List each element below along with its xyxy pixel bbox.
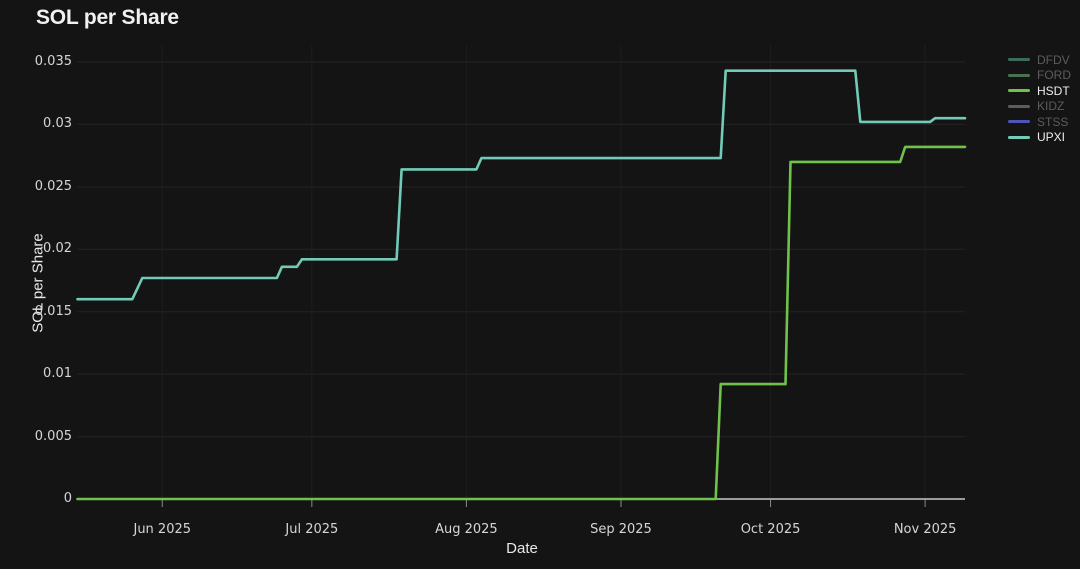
legend-swatch-icon <box>1008 104 1030 108</box>
legend-item-ford[interactable]: FORD <box>1008 68 1071 84</box>
legend-swatch-icon <box>1008 120 1030 124</box>
legend-swatch-icon <box>1008 89 1030 93</box>
legend-label: STSS <box>1037 114 1069 129</box>
chart-title: SOL per Share <box>36 6 179 29</box>
legend-label: KIDZ <box>1037 99 1065 114</box>
y-tick-label: 0.005 <box>34 428 72 444</box>
x-tick-label: Aug 2025 <box>435 522 498 537</box>
legend-label: UPXI <box>1037 130 1066 145</box>
legend-item-dfdv[interactable]: DFDV <box>1008 52 1071 68</box>
x-tick-label: Sep 2025 <box>590 522 652 537</box>
legend-swatch-icon <box>1008 58 1030 62</box>
legend-label: HSDT <box>1037 83 1070 98</box>
y-tick-label: 0.025 <box>34 178 72 194</box>
y-tick-label: 0.01 <box>43 366 72 382</box>
x-tick-label: Jul 2025 <box>285 522 339 537</box>
legend-swatch-icon <box>1008 135 1030 139</box>
x-tick-label: Nov 2025 <box>893 522 957 537</box>
legend-item-kidz[interactable]: KIDZ <box>1008 99 1071 115</box>
series-line-hsdt <box>76 145 967 501</box>
legend: DFDV FORD HSDT KIDZ STSS UPXI <box>1008 52 1071 145</box>
y-tick-label: 0.02 <box>43 241 72 257</box>
x-axis-title: Date <box>506 540 538 557</box>
legend-label: DFDV <box>1037 52 1070 67</box>
x-tick-label: Jun 2025 <box>133 522 192 537</box>
y-tick-label: 0 <box>63 491 72 506</box>
x-tick-label: Oct 2025 <box>740 522 801 537</box>
legend-swatch-icon <box>1008 73 1030 77</box>
legend-item-upxi[interactable]: UPXI <box>1008 130 1071 146</box>
legend-item-hsdt[interactable]: HSDT <box>1008 83 1071 99</box>
y-tick-label: 0.035 <box>34 54 72 69</box>
y-tick-label: 0.015 <box>34 303 72 319</box>
series-line-upxi <box>76 69 967 301</box>
legend-label: FORD <box>1037 68 1071 83</box>
legend-item-stss[interactable]: STSS <box>1008 114 1071 130</box>
y-tick-label: 0.03 <box>43 116 72 132</box>
